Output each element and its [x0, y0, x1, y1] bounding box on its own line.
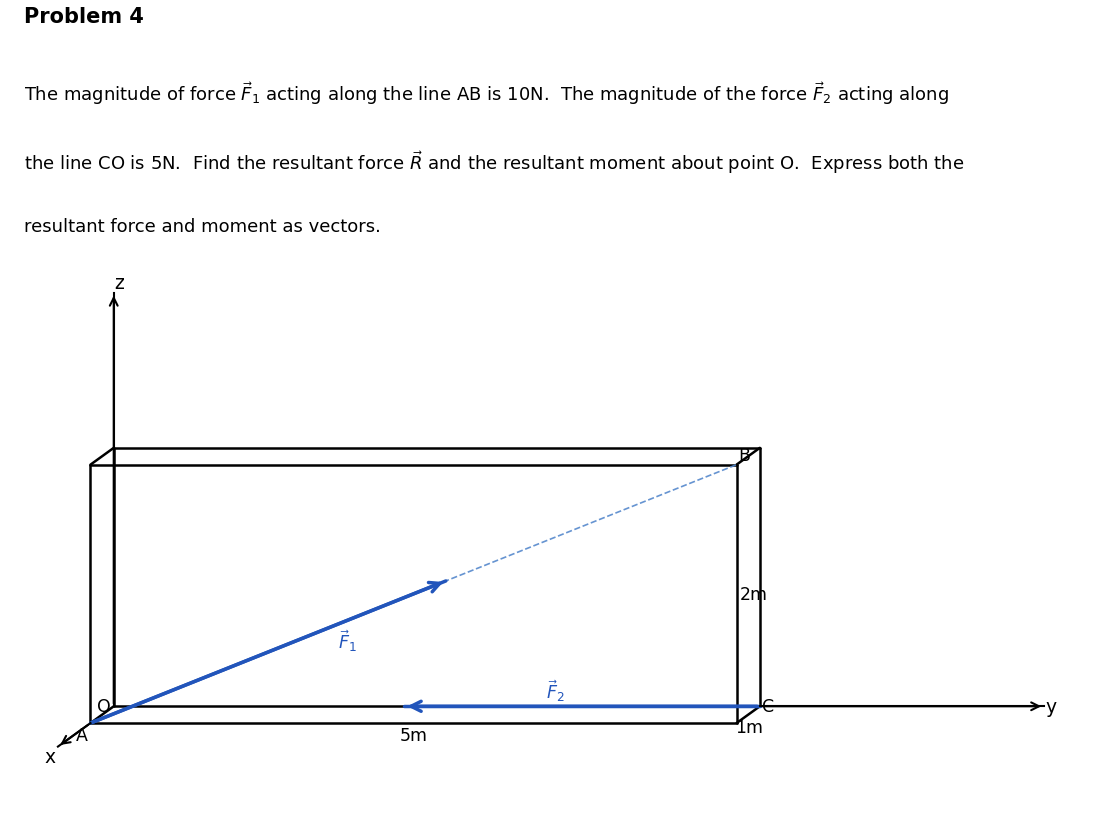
- Text: z: z: [115, 274, 125, 292]
- Text: $\vec{F}_2$: $\vec{F}_2$: [547, 678, 565, 704]
- Text: 2m: 2m: [741, 585, 768, 603]
- Text: Problem 4: Problem 4: [24, 7, 144, 27]
- Text: O: O: [97, 698, 110, 716]
- Text: resultant force and moment as vectors.: resultant force and moment as vectors.: [24, 218, 381, 236]
- Text: the line CO is 5N.  Find the resultant force $\vec{R}$ and the resultant moment : the line CO is 5N. Find the resultant fo…: [24, 149, 964, 176]
- Text: The magnitude of force $\vec{F}_1$ acting along the line AB is 10N.  The magnitu: The magnitude of force $\vec{F}_1$ actin…: [24, 80, 949, 107]
- Text: 5m: 5m: [400, 726, 428, 744]
- Text: x: x: [44, 748, 55, 767]
- Text: B: B: [738, 446, 750, 464]
- Text: $\vec{F}_1$: $\vec{F}_1$: [337, 627, 357, 653]
- Text: A: A: [76, 726, 87, 744]
- Text: 1m: 1m: [735, 718, 763, 736]
- Text: C: C: [761, 697, 774, 715]
- Text: y: y: [1046, 697, 1057, 716]
